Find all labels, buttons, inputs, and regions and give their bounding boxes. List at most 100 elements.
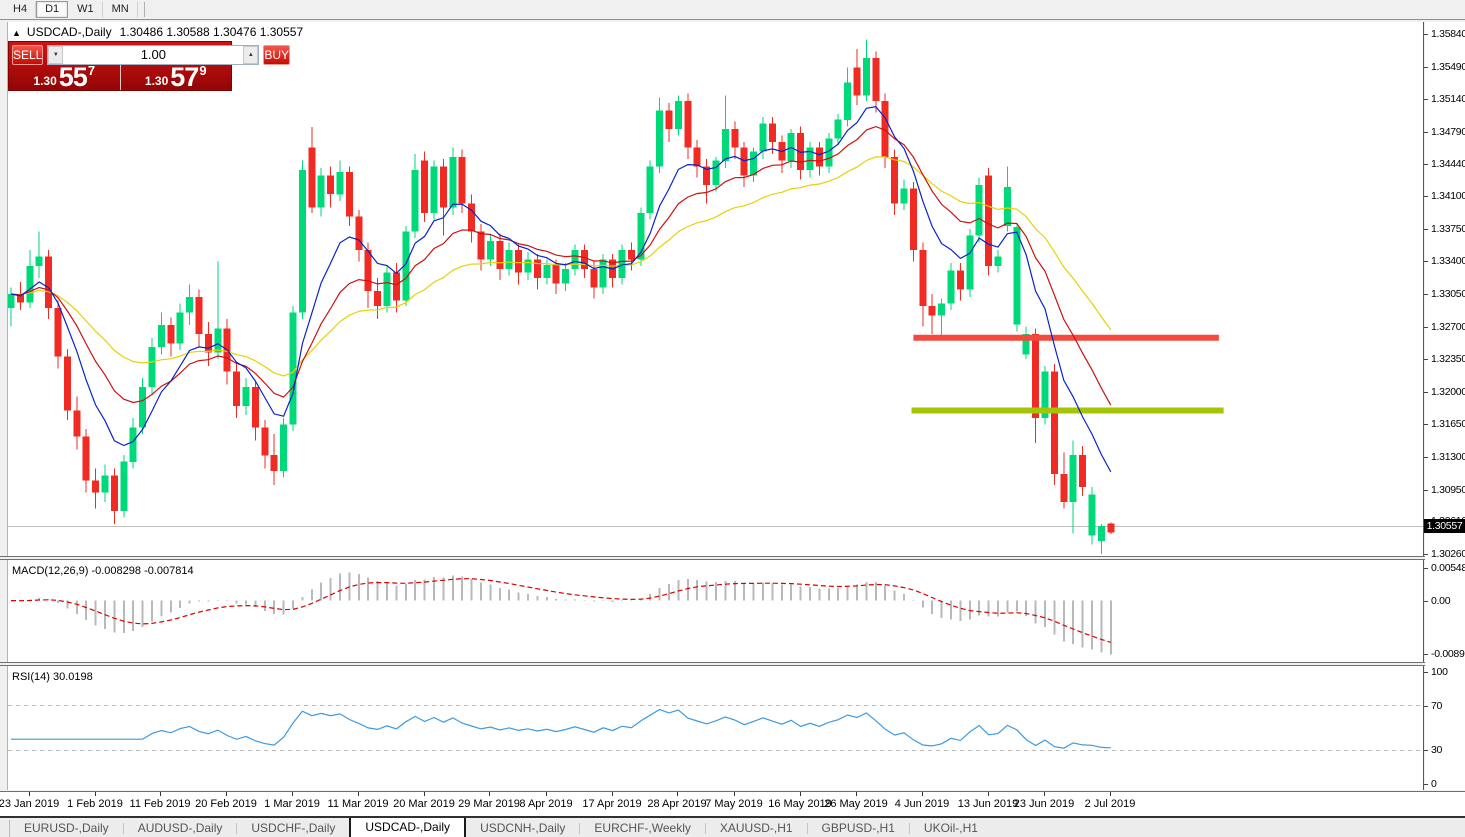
volume-input[interactable]	[63, 45, 244, 64]
price-axis-label-tick	[1424, 359, 1428, 360]
date-axis-tick	[677, 792, 678, 796]
date-axis-tick	[160, 792, 161, 796]
sell-price-big: 55	[58, 62, 88, 92]
panel-splitter[interactable]	[0, 556, 1465, 560]
tab-gbpusd-h1[interactable]: GBPUSD-,H1	[821, 821, 895, 835]
one-click-trade-panel: SELL ▼ ▲ BUY 1.30 55 7 1.30 57 9	[8, 41, 291, 92]
rsi-axis-label: 0	[1431, 778, 1437, 790]
price-axis-label: 1.35840	[1431, 28, 1465, 40]
tab-usdchf-daily[interactable]: USDCHF-,Daily	[251, 821, 336, 835]
price-axis-column[interactable]	[1425, 22, 1465, 790]
price-axis-label-tick	[1424, 67, 1428, 68]
rsi-axis-label-tick	[1424, 784, 1428, 785]
date-axis[interactable]: 23 Jan 2019 1 Feb 2019 11 Feb 2019 20 Feb 2…	[0, 791, 1465, 818]
tab-separator	[579, 823, 581, 834]
date-axis-label: 7 May 2019	[705, 798, 763, 810]
date-axis-label: 23 Jun 2019	[1013, 798, 1075, 810]
buy-price-big: 57	[170, 62, 199, 92]
date-axis-label: 29 Mar 2019	[458, 798, 520, 810]
ma-fast-line	[10, 106, 1112, 473]
price-axis-label-tick	[1424, 164, 1428, 165]
price-axis-label: 1.34790	[1431, 126, 1465, 138]
ma-mid-line	[10, 125, 1112, 406]
macd-indicator-panel[interactable]	[7, 560, 1424, 662]
sell-price-sup: 7	[87, 63, 96, 78]
price-axis-label: 1.30260	[1431, 548, 1465, 560]
timeframe-button-d1[interactable]: D1	[36, 1, 69, 18]
rsi-label: RSI(14) 30.0198	[12, 671, 93, 683]
date-axis-tick	[1044, 792, 1045, 796]
sell-price-display[interactable]: 1.30 55 7	[9, 62, 120, 92]
volume-decrease-button[interactable]: ▼	[48, 45, 64, 64]
current-price-badge: 1.30557	[1424, 519, 1465, 533]
timeframe-button-w1[interactable]: W1	[68, 1, 103, 18]
ma-slow-line	[10, 156, 1112, 377]
rsi-axis-label: 70	[1431, 700, 1443, 712]
panel-toggle-icon[interactable]: ▲	[12, 28, 21, 38]
macd-histogram	[19, 572, 1112, 655]
sell-button[interactable]: SELL	[12, 44, 44, 65]
price-axis-label: 1.30950	[1431, 484, 1465, 496]
date-axis-label: 16 May 2019	[768, 798, 832, 810]
tab-xauusd-h1[interactable]: XAUUSD-,H1	[719, 821, 793, 835]
date-axis-label: 20 Mar 2019	[393, 798, 455, 810]
price-axis-label: 1.31650	[1431, 418, 1465, 430]
date-axis-tick	[95, 792, 96, 796]
buy-price-sup: 9	[199, 63, 207, 78]
buy-button[interactable]: BUY	[263, 44, 291, 65]
timeframe-button-mn[interactable]: MN	[103, 1, 138, 18]
price-axis-label-tick	[1424, 327, 1428, 328]
date-axis-label: 2 Jul 2019	[1084, 798, 1136, 810]
date-axis-label: 1 Mar 2019	[264, 798, 320, 810]
tab-eurchf-weekly[interactable]: EURCHF-,Weekly	[594, 821, 691, 835]
price-axis-label: 1.33050	[1431, 288, 1465, 300]
rsi-axis-label-tick	[1424, 750, 1428, 751]
date-axis-label: 28 Apr 2019	[647, 798, 707, 810]
price-axis-label-tick	[1424, 424, 1428, 425]
chart-title: ▲ USDCAD-,Daily 1.30486 1.30588 1.30476 1.…	[12, 25, 303, 39]
macd-axis-label: 0.00	[1431, 595, 1451, 607]
date-axis-label: 11 Mar 2019	[327, 798, 389, 810]
rsi-indicator-panel[interactable]	[7, 666, 1424, 790]
panel-splitter[interactable]	[0, 662, 1465, 666]
date-axis-tick	[29, 792, 30, 796]
date-axis-label: 1 Feb 2019	[67, 798, 123, 810]
rsi-chart	[8, 705, 1423, 751]
macd-chart	[10, 572, 1112, 655]
date-axis-label: 11 Feb 2019	[129, 798, 191, 810]
tab-audusd-daily[interactable]: AUDUSD-,Daily	[137, 821, 223, 835]
chart-tab-bar: EURUSD-,Daily AUDUSD-,Daily USDCHF-,Daily U…	[0, 818, 1465, 837]
tab-usdcad-daily[interactable]: USDCAD-,Daily	[349, 818, 467, 837]
rsi-axis-label: 100	[1431, 666, 1448, 678]
price-axis-label: 1.32350	[1431, 353, 1465, 365]
tab-separator	[236, 823, 238, 834]
buy-price-display[interactable]: 1.30 57 9	[119, 62, 232, 92]
volume-increase-button[interactable]: ▲	[243, 45, 259, 64]
tab-bar-spacer	[0, 820, 10, 837]
tab-ukoil-h1[interactable]: UKOil-,H1	[923, 821, 978, 835]
price-axis-label-tick	[1424, 229, 1428, 230]
macd-axis-label-tick	[1424, 568, 1428, 569]
price-axis-label: 1.32700	[1431, 321, 1465, 333]
date-axis-label: 26 May 2019	[824, 798, 888, 810]
price-axis-label-tick	[1424, 99, 1428, 100]
tab-usdcnh-daily[interactable]: USDCNH-,Daily	[480, 821, 566, 835]
date-axis-label: 8 Apr 2019	[519, 798, 573, 810]
candlestick-chart[interactable]	[8, 22, 1423, 556]
price-axis-label-tick	[1424, 294, 1428, 295]
timeframe-button-h4[interactable]: H4	[4, 1, 37, 18]
sell-price-base: 1.30	[33, 74, 57, 88]
chart-symbol-label: USDCAD-,Daily	[26, 25, 112, 39]
macd-label: MACD(12,26,9) -0.008298 -0.007814	[12, 565, 194, 577]
date-axis-tick	[922, 792, 923, 796]
date-axis-tick	[988, 792, 989, 796]
main-chart-panel[interactable]	[7, 22, 1424, 556]
toolbar-divider	[143, 2, 145, 17]
rsi-axis-label-tick	[1424, 706, 1428, 707]
tab-eurusd-daily[interactable]: EURUSD-,Daily	[24, 821, 109, 835]
price-axis-label-tick	[1424, 132, 1428, 133]
macd-axis-label: 0.005484	[1431, 562, 1465, 574]
price-axis-label: 1.33750	[1431, 223, 1465, 235]
date-axis-tick	[800, 792, 801, 796]
price-axis-label: 1.35140	[1431, 93, 1465, 105]
